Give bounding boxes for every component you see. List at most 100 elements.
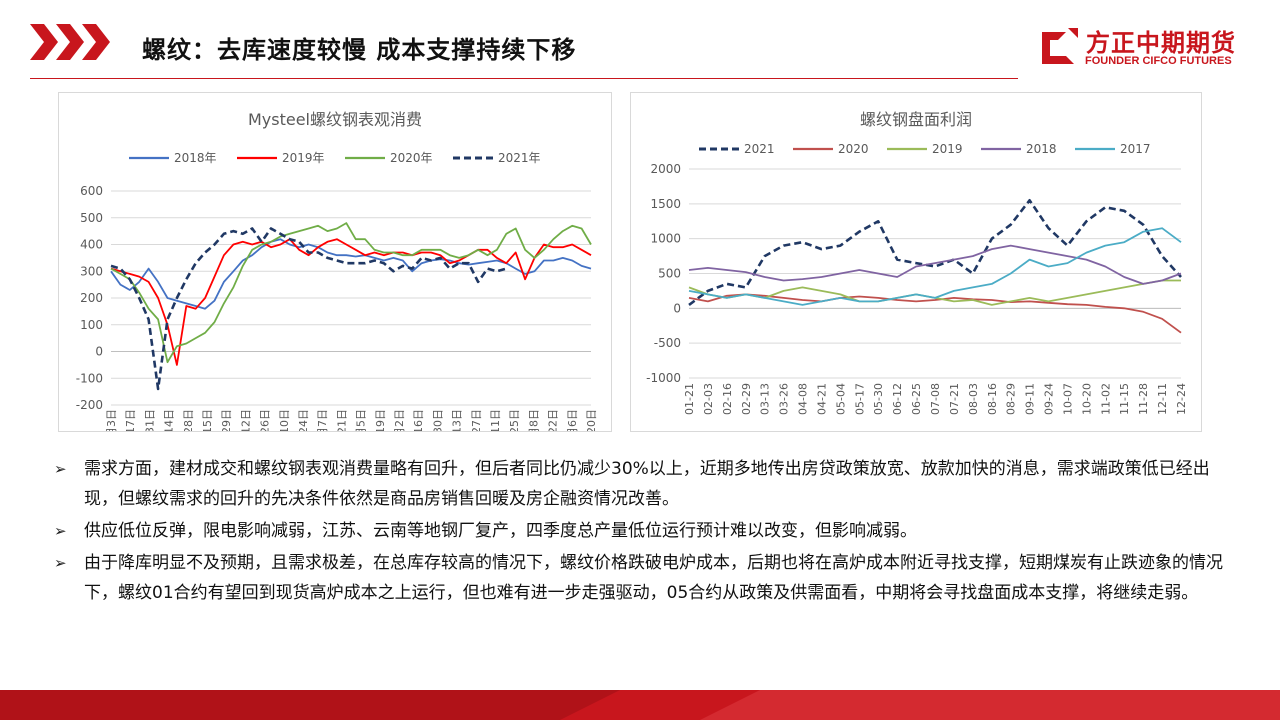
footer-band — [0, 690, 1280, 720]
y-tick-label: 400 — [80, 238, 103, 252]
x-tick-label: 07-21 — [948, 383, 961, 415]
series-line — [110, 238, 592, 310]
x-tick-label: 3月29日 — [220, 409, 233, 431]
arrow-bullet-icon: ➢ — [54, 460, 67, 478]
legend-label: 2020年 — [390, 151, 433, 165]
x-tick-label: 9月27日 — [470, 409, 483, 431]
y-tick-label: 600 — [80, 184, 103, 198]
x-tick-label: 05-17 — [853, 383, 866, 415]
logo-mark-icon — [1042, 28, 1078, 64]
x-tick-label: 06-12 — [891, 383, 904, 415]
series-line — [110, 227, 507, 391]
legend-label: 2018年 — [174, 151, 217, 165]
x-tick-label: 1月17日 — [124, 409, 137, 431]
legend-label: 2019 — [932, 142, 963, 156]
legend-label: 2017 — [1120, 142, 1151, 156]
chart-profit-svg: 螺纹钢盘面利润 2021 2020 2019 2018 2017 -1000 -500 0 500… — [646, 110, 1188, 415]
legend-label: 2021 — [744, 142, 775, 156]
bullet-item: ➢ 供应低位反弹，限电影响减弱，江苏、云南等地钢厂复产，四季度总产量低位运行预计… — [52, 516, 1232, 546]
x-tick-label: 02-03 — [702, 383, 715, 415]
x-tick-label: 9月13日 — [451, 409, 464, 431]
company-logo: 方正中期期货 FOUNDER CIFCO FUTURES — [1036, 22, 1256, 72]
x-tick-label: 10月11日 — [489, 409, 502, 431]
series-line — [688, 279, 1181, 306]
page-title: 螺纹：去库速度较慢 成本支撑持续下移 — [142, 36, 577, 64]
x-tick-label: 6月7日 — [316, 409, 329, 431]
series-line — [688, 293, 1182, 334]
x-tick-label: 06-25 — [910, 383, 923, 415]
x-tick-label: 04-21 — [815, 383, 828, 415]
x-tick-label: 11-28 — [1137, 383, 1150, 415]
bullet-text: 由于降库明显不及预期，且需求极差，在总库存较高的情况下，螺纹价格跌破电炉成本，后… — [84, 553, 1223, 603]
x-tick-label: 02-29 — [740, 383, 753, 415]
x-tick-label: 10-07 — [1061, 383, 1074, 415]
x-tick-label: 10月25日 — [508, 409, 521, 431]
y-tick-label: -100 — [76, 371, 103, 385]
x-tick-label: 5月10日 — [278, 409, 291, 431]
header-chevrons-icon — [30, 24, 110, 60]
series-line — [688, 227, 1182, 306]
x-tick-label: 6月21日 — [335, 409, 348, 431]
chart-title: Mysteel螺纹钢表观消费 — [248, 110, 422, 129]
y-tick-label: 300 — [80, 264, 103, 278]
bullet-item: ➢ 由于降库明显不及预期，且需求极差，在总库存较高的情况下，螺纹价格跌破电炉成本… — [52, 548, 1232, 608]
x-tick-label: 12月6日 — [566, 409, 579, 431]
legend-label: 2021年 — [498, 151, 541, 165]
x-tick-label: 05-04 — [834, 383, 847, 415]
x-tick-label: 8月30日 — [431, 409, 444, 431]
x-tick-label: 8月2日 — [393, 409, 406, 431]
x-tick-label: 05-30 — [872, 383, 885, 415]
y-tick-label: 0 — [673, 301, 681, 315]
y-tick-label: 1500 — [650, 197, 681, 211]
x-tick-label: 12-24 — [1175, 383, 1188, 415]
series-line — [110, 238, 592, 366]
x-tick-label: 3月15日 — [201, 409, 214, 431]
x-tick-label: 2月28日 — [182, 409, 195, 431]
x-tick-label: 08-16 — [986, 383, 999, 415]
bullet-text: 需求方面，建材成交和螺纹钢表观消费量略有回升，但后者同比仍减少30%以上，近期多… — [84, 459, 1210, 509]
x-tick-label: 01-21 — [683, 383, 696, 415]
series-line — [110, 222, 592, 364]
logo-text-en: FOUNDER CIFCO FUTURES — [1085, 55, 1232, 67]
x-tick-label: 08-29 — [1005, 383, 1018, 415]
logo-text-cn: 方正中期期货 — [1086, 29, 1236, 57]
chart-consumption-svg: Mysteel螺纹钢表观消费 2018年 2019年 2020年 2021年 -200 -1… — [76, 110, 598, 431]
y-tick-label: 200 — [80, 291, 103, 305]
x-tick-label: 5月24日 — [297, 409, 310, 431]
y-tick-label: -500 — [654, 336, 681, 350]
y-tick-label: 100 — [80, 318, 103, 332]
x-tick-label: 8月16日 — [412, 409, 425, 431]
y-tick-label: -200 — [76, 398, 103, 412]
x-tick-label: 11-15 — [1118, 383, 1131, 415]
x-tick-label: 11-02 — [1099, 383, 1112, 415]
y-tick-label: 500 — [80, 211, 103, 225]
x-tick-label: 4月12日 — [239, 409, 252, 431]
x-tick-label: 11月8日 — [527, 409, 540, 431]
y-tick-label: 1000 — [650, 232, 681, 246]
x-tick-label: 09-11 — [1024, 383, 1037, 415]
x-tick-label: 09-24 — [1043, 383, 1056, 415]
x-tick-label: 4月26日 — [259, 409, 272, 431]
series-line — [688, 244, 1182, 285]
chart-futures-profit: 螺纹钢盘面利润 2021 2020 2019 2018 2017 -1000 -500 0 500… — [630, 92, 1202, 432]
x-tick-label: 04-08 — [797, 383, 810, 415]
bullet-list: ➢ 需求方面，建材成交和螺纹钢表观消费量略有回升，但后者同比仍减少30%以上，近… — [52, 454, 1232, 610]
x-tick-label: 12月20日 — [585, 409, 598, 431]
x-tick-label: 02-16 — [721, 383, 734, 415]
x-tick-label: 10-20 — [1080, 383, 1093, 415]
x-tick-label: 2月14日 — [163, 409, 176, 431]
x-tick-label: 1月31日 — [143, 409, 156, 431]
y-tick-label: 0 — [95, 345, 103, 359]
legend-label: 2018 — [1026, 142, 1057, 156]
chart-apparent-consumption: Mysteel螺纹钢表观消费 2018年 2019年 2020年 2021年 -200 -1… — [58, 92, 612, 432]
bullet-text: 供应低位反弹，限电影响减弱，江苏、云南等地钢厂复产，四季度总产量低位运行预计难以… — [84, 521, 917, 541]
x-tick-label: 12-11 — [1156, 383, 1169, 415]
x-tick-label: 08-03 — [967, 383, 980, 415]
legend-label: 2020 — [838, 142, 869, 156]
y-tick-label: 2000 — [650, 162, 681, 176]
header-divider — [30, 78, 1018, 79]
bullet-item: ➢ 需求方面，建材成交和螺纹钢表观消费量略有回升，但后者同比仍减少30%以上，近… — [52, 454, 1232, 514]
x-tick-label: 7月19日 — [374, 409, 387, 431]
legend-label: 2019年 — [282, 151, 325, 165]
x-tick-label: 03-26 — [778, 383, 791, 415]
